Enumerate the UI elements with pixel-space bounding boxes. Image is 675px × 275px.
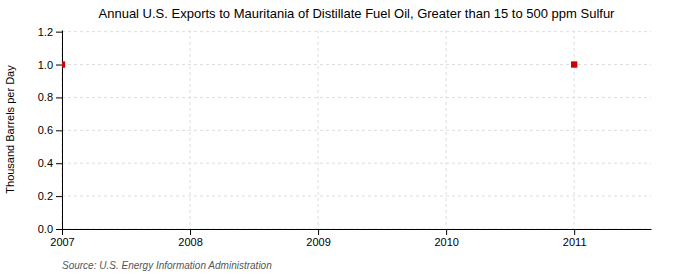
y-tick-label: 1.0 xyxy=(38,59,53,71)
x-axis-line xyxy=(63,229,652,230)
y-tick-mark xyxy=(56,229,62,230)
x-tick: 2009 xyxy=(306,229,330,248)
y-tick-mark xyxy=(56,163,62,164)
y-tick: 1.2 xyxy=(38,26,62,38)
grid-line-x xyxy=(190,30,191,229)
x-tick: 2011 xyxy=(563,229,587,248)
y-tick-mark xyxy=(56,97,62,98)
grid-line-y xyxy=(62,229,651,230)
y-tick: 0.2 xyxy=(38,190,62,202)
x-tick: 2010 xyxy=(434,229,458,248)
x-tick-mark xyxy=(446,229,447,235)
grid-line-x xyxy=(574,30,575,229)
x-tick-label: 2011 xyxy=(563,236,587,248)
plot: 2007 2008 2009 2010 2011 0.0 0.2 0.4 0.6 0.8 1.0 1.… xyxy=(38,26,652,248)
x-tick: 2007 xyxy=(50,229,74,248)
grid-line-y xyxy=(62,196,651,197)
y-tick-mark xyxy=(56,65,62,66)
x-tick-mark xyxy=(62,229,63,235)
grid-line-y xyxy=(62,130,651,131)
y-tick-label: 0.8 xyxy=(38,91,53,103)
y-tick-mark xyxy=(56,130,62,131)
grid xyxy=(62,30,651,229)
grid-line-x xyxy=(318,30,319,229)
title: Annual U.S. Exports to Mauritania of Dis… xyxy=(99,6,616,21)
x-tick-label: 2007 xyxy=(50,236,74,248)
grid-line-x xyxy=(446,30,447,229)
source-note: Source: U.S. Energy Information Administ… xyxy=(62,260,272,271)
grid-line-y xyxy=(62,31,651,32)
x-tick: 2008 xyxy=(178,229,202,248)
x-tick-mark xyxy=(318,229,319,235)
y-axis-title: Thousand Barrels per Day xyxy=(4,65,16,194)
y-tick: 0.8 xyxy=(38,91,62,103)
y-tick-label: 0.4 xyxy=(38,157,53,169)
grid-line-y xyxy=(62,163,651,164)
y-tick-mark xyxy=(56,196,62,197)
y-tick-mark xyxy=(56,32,62,33)
x-tick-mark xyxy=(574,229,575,235)
y-tick: 0.0 xyxy=(38,223,62,235)
x-tick-label: 2010 xyxy=(434,236,458,248)
chart: 2007 2008 2009 2010 2011 0.0 0.2 0.4 0.6 0.8 1.0 1.… xyxy=(0,0,675,275)
grid-line-y xyxy=(62,97,651,98)
x-axis: 2007 2008 2009 2010 2011 xyxy=(50,229,651,248)
y-tick-label: 0.2 xyxy=(38,190,53,202)
y-tick: 0.6 xyxy=(38,124,62,136)
y-axis-line xyxy=(62,31,63,230)
point xyxy=(571,61,577,67)
y-axis: 0.0 0.2 0.4 0.6 0.8 1.0 1.2 xyxy=(38,26,63,235)
marks xyxy=(62,61,577,67)
y-tick: 0.4 xyxy=(38,157,62,169)
x-tick-label: 2008 xyxy=(178,236,202,248)
y-tick-label: 0.6 xyxy=(38,124,53,136)
y-tick: 1.0 xyxy=(38,59,62,71)
x-tick-mark xyxy=(190,229,191,235)
grid-line-x xyxy=(62,30,63,229)
y-tick-label: 1.2 xyxy=(38,26,53,38)
grid-line-y xyxy=(62,64,651,65)
y-tick-label: 0.0 xyxy=(38,223,53,235)
point xyxy=(62,61,65,67)
x-tick-label: 2009 xyxy=(306,236,330,248)
